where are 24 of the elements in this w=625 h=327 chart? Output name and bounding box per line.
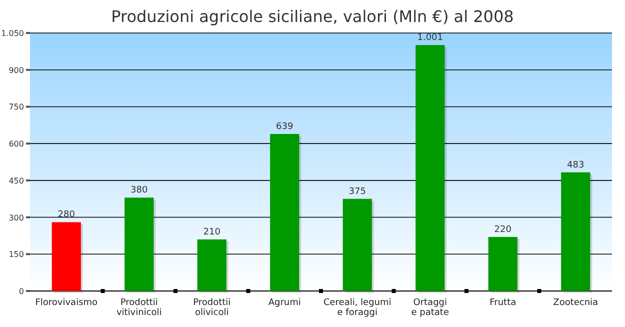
x-tick-label: Prodottii olivicoli [193,298,231,318]
x-tick-label: Ortaggi e patate [411,298,450,318]
y-tick-label: 600 [8,140,24,149]
x-tick-label: Florovivaismo [35,298,98,308]
y-tick-label: 300 [8,213,24,222]
y-tick-label: 1.050 [1,29,24,38]
y-tick-label: 0 [18,287,24,296]
data-label: 1.001 [417,33,444,44]
data-label: 210 [203,227,221,238]
data-label: 220 [494,224,512,235]
x-tick-label: Zootecnia [553,298,598,308]
data-label: 483 [567,160,584,170]
x-tick-label: Agrumi [268,298,301,308]
y-tick-label: 450 [8,176,24,186]
chart-title: Produzioni agricole siciliane, valori (Mln €) al 2008 [111,7,514,26]
y-tick-label: 150 [8,250,24,260]
data-label: 380 [130,186,148,196]
x-tick-label: Prodottii vitivinicoli [116,298,162,318]
x-tick-label: Cereali, legumi e foraggi [323,298,392,318]
y-tick-label: 900 [8,66,24,75]
x-tick-label: Frutta [490,298,516,308]
data-label: 375 [348,186,366,197]
data-label: 639 [276,122,294,132]
y-tick-label: 750 [8,102,24,112]
